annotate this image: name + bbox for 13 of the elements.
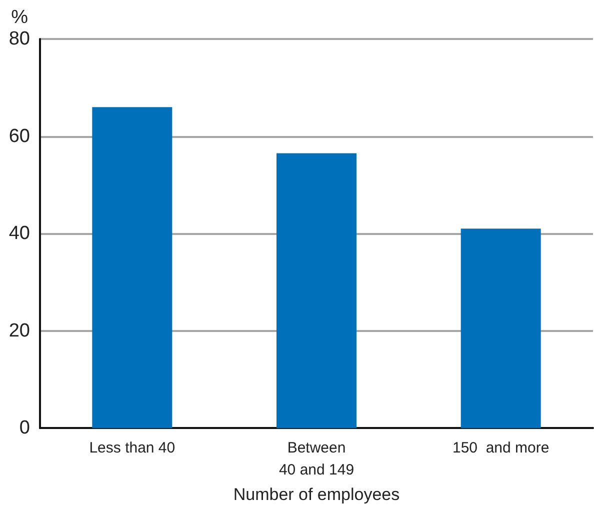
x-tick-label: Less than 40 (89, 440, 176, 457)
y-tick-label: 40 (8, 223, 30, 244)
y-tick-label: 60 (8, 126, 30, 147)
bar (276, 153, 356, 428)
x-axis-title: Number of employees (233, 485, 400, 504)
y-tick-label: 0 (19, 418, 30, 439)
y-axis-title: % (11, 7, 28, 28)
y-tick-label: 80 (8, 28, 30, 50)
x-tick-label: Between 40 and 149 (278, 440, 354, 479)
x-tick-label: 150 and more (452, 440, 550, 457)
bar (92, 107, 172, 428)
bar (460, 228, 541, 428)
y-tick-label: 20 (8, 320, 30, 342)
